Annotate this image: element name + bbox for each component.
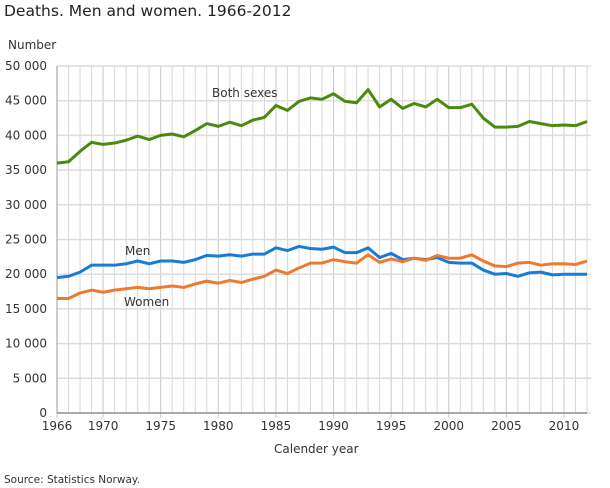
x-tick-label: 1985 [261, 419, 292, 433]
y-tick-label: 50 000 [5, 59, 47, 73]
y-axis-label: Number [8, 38, 57, 52]
series-line-both-sexes [56, 88, 588, 165]
x-axis-label: Calender year [274, 442, 359, 456]
chart-title: Deaths. Men and women. 1966-2012 [4, 2, 292, 20]
y-tick-label: 0 [39, 406, 47, 420]
series-line-women [57, 253, 588, 300]
x-tick-label: 2000 [433, 419, 464, 433]
source-note: Source: Statistics Norway. [4, 474, 140, 486]
y-tick-label: 25 000 [5, 233, 47, 247]
y-tick-label: 5 000 [13, 371, 47, 385]
y-tick-label: 45 000 [5, 94, 47, 108]
x-tick-label: 1980 [203, 419, 234, 433]
y-tick-label: 15 000 [5, 302, 47, 316]
x-tick-label: 1975 [145, 419, 176, 433]
y-tick-label: 40 000 [5, 128, 47, 142]
x-tick-label: 1990 [318, 419, 349, 433]
series-label: Women [124, 295, 169, 309]
series-label: Men [125, 244, 150, 258]
y-tick-label: 30 000 [5, 198, 47, 212]
x-tick-label: 1966 [42, 419, 73, 433]
series-label: Both sexes [212, 86, 278, 100]
x-tick-label: 1970 [88, 419, 119, 433]
y-tick-label: 35 000 [5, 163, 47, 177]
series-line-men [56, 244, 587, 280]
y-tick-label: 10 000 [5, 337, 47, 351]
y-tick-label: 20 000 [5, 267, 47, 281]
x-tick-label: 2010 [549, 419, 580, 433]
x-tick-label: 1995 [376, 419, 407, 433]
x-tick-label: 2005 [491, 419, 522, 433]
